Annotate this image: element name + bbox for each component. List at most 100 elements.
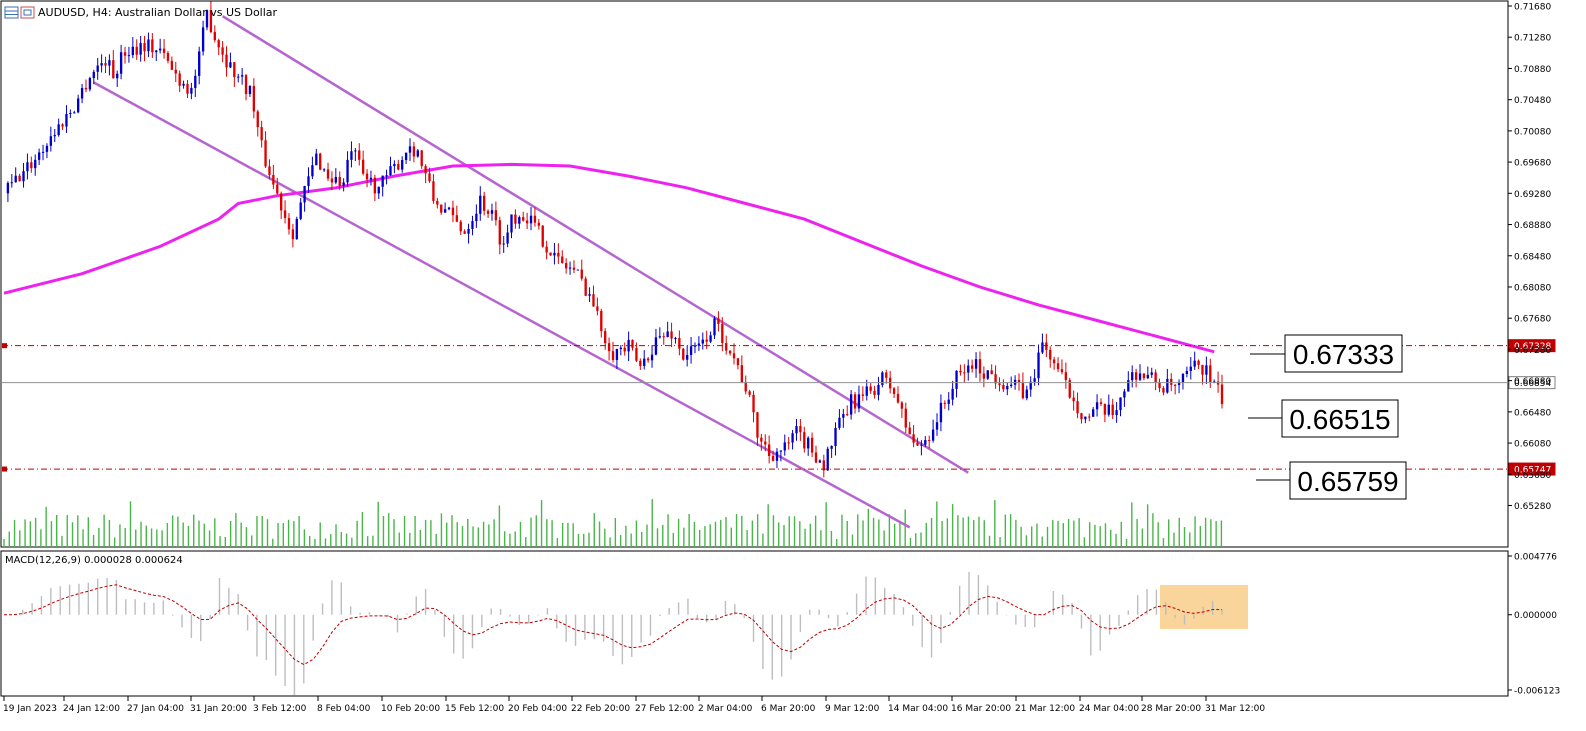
candle-body [1017,379,1021,383]
chart-grid-icon[interactable] [4,6,19,19]
candle-body [1010,384,1013,387]
price-axis-tag [1508,339,1556,353]
candle-body [908,427,911,435]
candle-body [170,60,174,70]
candle [467,223,470,244]
candle [194,69,197,98]
candle [1029,376,1032,397]
candle-body [674,338,677,340]
candle [178,70,181,92]
candle-body [303,186,306,203]
candle-body [420,150,423,167]
candle [41,144,45,161]
candle-body [143,43,146,52]
candle-body [96,65,99,72]
candle-body [342,182,345,186]
candle [963,364,966,383]
candle [260,120,263,148]
trend-channel[interactable] [93,15,969,529]
candle-body [322,169,326,171]
candle-body [350,151,353,160]
candle-body [1049,349,1052,360]
candle [1220,374,1224,409]
candle [65,105,68,134]
candle-body [728,350,732,354]
candle [92,69,95,85]
price-tick-label: 0.71280 [1514,34,1551,44]
candle [838,409,841,430]
candle [170,56,174,71]
candle [147,32,150,58]
time-tick-label: 31 Jan 20:00 [190,704,247,714]
candle [1060,359,1064,375]
channel-lower-line[interactable] [93,81,911,529]
candle-body [701,339,704,344]
price-axis-tag [1508,462,1556,476]
candle [588,287,591,303]
candle [416,149,419,158]
candle-body [846,414,849,416]
candle-body [623,347,626,352]
candle [84,79,88,93]
candle [1064,362,1068,389]
candle-body [221,47,224,55]
candle [217,38,220,56]
price-level-0.65759[interactable]: 0.65747 0.65759 [2,461,1556,500]
candle-body [412,146,416,157]
candle [123,46,127,64]
candle [807,436,810,456]
candle [826,446,829,471]
candle [545,240,548,260]
candle-body [928,440,931,442]
candle-body [155,50,158,53]
macd-signal-line [4,584,1223,666]
price-axis: 0.71680 0.71280 0.70880 0.70480 0.70080 0.696… [1508,3,1551,512]
volume-bars [3,499,1223,547]
candle [280,191,283,219]
level-label-box[interactable] [1289,461,1407,500]
candle-body [127,55,131,57]
candle [529,207,533,231]
candle-body [174,69,177,74]
time-tick-label: 14 Mar 04:00 [888,704,948,714]
level-label: 0.65759 [1297,466,1398,497]
candle-body [1213,381,1216,383]
candle [869,382,872,394]
candle [432,174,435,204]
candle-body [693,345,697,347]
candle-body [108,60,111,66]
candle [842,408,845,428]
price-tick-label: 0.66480 [1514,408,1551,418]
candle [73,110,76,114]
time-tick-label: 27 Feb 12:00 [635,704,694,714]
level-label-box[interactable] [1281,399,1399,438]
candle-body [158,48,162,51]
candle [10,173,13,188]
candle-body [401,160,404,170]
candle [1056,357,1060,373]
candle [22,162,25,188]
candle-body [525,220,529,224]
candle [1002,379,1005,393]
price-level-0.66515[interactable]: 0.66854 0.66515 [2,376,1556,438]
candle-body [201,27,205,52]
candle-body [22,171,25,182]
level-label-box[interactable] [1284,334,1403,373]
candle-body [1064,372,1068,381]
candle-body [955,370,958,389]
price-level-0.67333[interactable]: 0.67328 0.67333 [2,334,1556,373]
candle-body [900,402,904,409]
candle [14,167,17,183]
candle [1107,394,1110,417]
candle-body [291,229,295,240]
candle-body [705,339,708,342]
candle-body [721,323,724,344]
candle-body [842,414,845,418]
candle [248,85,252,97]
channel-upper-line[interactable] [221,15,969,474]
candle-body [84,87,88,90]
chart-window-icon[interactable] [20,6,35,19]
